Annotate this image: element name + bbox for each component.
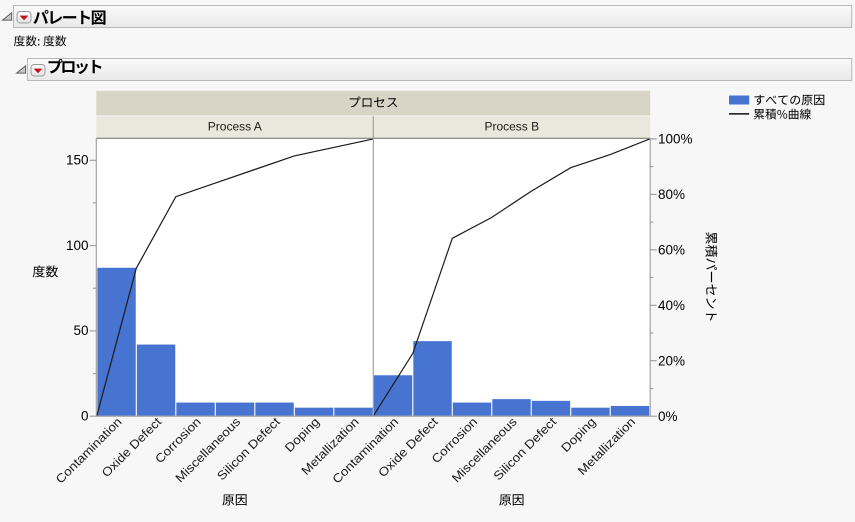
svg-text:150: 150: [66, 153, 89, 168]
svg-text:80%: 80%: [658, 187, 685, 202]
svg-text:Process B: Process B: [484, 119, 539, 133]
svg-text:Process A: Process A: [208, 119, 262, 133]
svg-text:0%: 0%: [658, 409, 678, 424]
svg-text:20%: 20%: [658, 353, 685, 368]
svg-text:100: 100: [66, 238, 89, 253]
svg-text:100%: 100%: [658, 132, 693, 147]
svg-text:40%: 40%: [658, 298, 685, 313]
svg-text:60%: 60%: [658, 242, 685, 257]
svg-text:50: 50: [73, 323, 88, 338]
svg-text:0: 0: [81, 409, 89, 424]
